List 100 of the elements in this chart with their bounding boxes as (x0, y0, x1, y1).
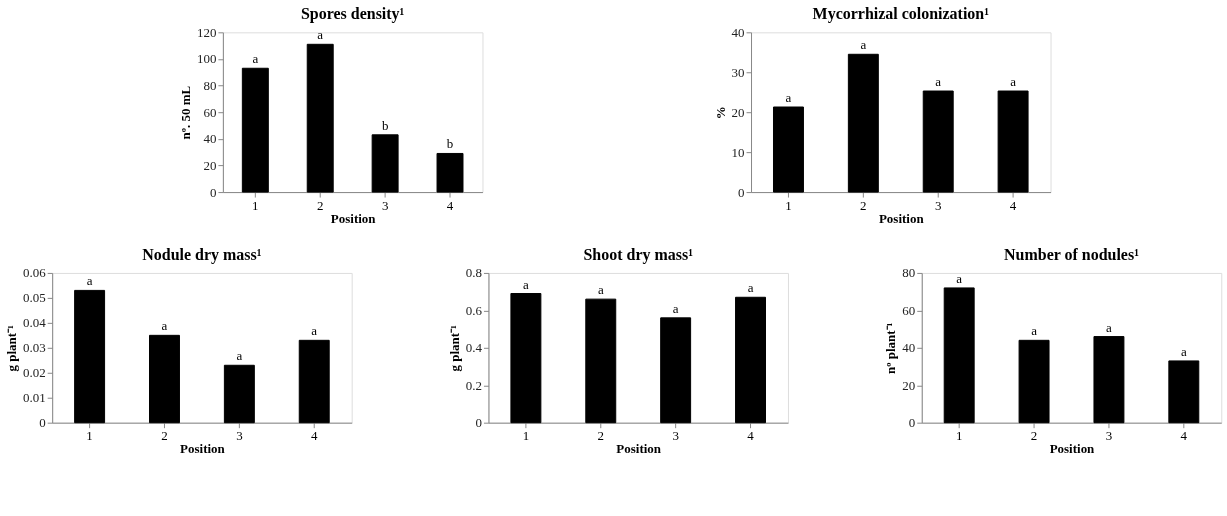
annotation: a (1180, 343, 1187, 359)
annotation: a (597, 282, 604, 298)
bar (585, 298, 617, 424)
bar (298, 339, 330, 424)
y-axis-title: g plant⁻¹ (3, 324, 19, 372)
y-tick-label: 20 (731, 104, 745, 120)
bar (510, 293, 542, 424)
bar (436, 152, 464, 193)
x-axis-title: Position (180, 441, 226, 457)
y-tick-label: 20 (203, 157, 217, 173)
y-tick-label: 0.6 (465, 302, 483, 318)
annotation: a (1106, 319, 1113, 335)
x-tick-label: 1 (522, 428, 530, 444)
x-tick-label: 4 (446, 197, 454, 213)
y-tick-label: 0.03 (22, 340, 46, 356)
y-tick-label: 100 (196, 51, 217, 67)
annotation: b (446, 136, 454, 152)
x-axis-title: Position (878, 210, 925, 226)
y-tick-label: 0 (475, 415, 482, 431)
x-tick-label: 1 (785, 197, 792, 213)
y-tick-label: 0 (738, 184, 745, 200)
x-tick-label: 4 (747, 428, 755, 444)
x-tick-label: 3 (236, 428, 243, 444)
bar (772, 106, 804, 193)
x-tick-label: 4 (1009, 197, 1017, 213)
bar (847, 53, 879, 193)
bar (922, 90, 954, 193)
chart-title: Mycorrhizal colonization¹ (812, 5, 990, 24)
chart-title: Shoot dry mass¹ (583, 245, 694, 264)
y-axis-title: g plant⁻¹ (446, 324, 462, 372)
bar (74, 289, 106, 424)
x-tick-label: 1 (86, 428, 93, 444)
bar (1168, 360, 1200, 424)
y-tick-label: 40 (731, 24, 745, 40)
annotation: a (161, 318, 168, 334)
x-tick-label: 2 (316, 197, 324, 213)
x-tick-label: 3 (672, 428, 679, 444)
bar (660, 317, 692, 424)
y-tick-label: 0.04 (22, 315, 47, 331)
annotation: a (252, 51, 259, 67)
y-tick-label: 20 (902, 377, 916, 393)
y-tick-label: 0.2 (465, 377, 482, 393)
bar (241, 67, 269, 193)
y-tick-label: 80 (902, 265, 916, 281)
chart-title: Number of nodules¹ (1004, 245, 1140, 263)
annotation: a (236, 348, 243, 364)
bar (943, 287, 975, 424)
bar (997, 90, 1029, 193)
y-tick-label: 0.05 (22, 290, 46, 306)
x-tick-label: 1 (955, 428, 963, 444)
x-axis-title: Position (616, 441, 662, 457)
x-axis-title: Position (1049, 441, 1096, 457)
x-tick-label: 3 (934, 197, 942, 213)
bar (1093, 336, 1125, 424)
y-tick-label: 0 (209, 184, 217, 200)
y-tick-label: 80 (203, 78, 217, 94)
x-axis-title: Position (330, 210, 377, 226)
annotation: b (381, 117, 389, 133)
bar (149, 334, 180, 424)
bar (1018, 339, 1050, 424)
chart-title: Nodule dry mass¹ (142, 245, 262, 264)
y-tick-label: 40 (203, 131, 217, 147)
y-axis-title: nº. 50 mL (177, 85, 193, 140)
bar (371, 134, 399, 193)
y-tick-label: 0.06 (22, 265, 47, 281)
annotation: a (785, 90, 792, 106)
annotation: a (317, 27, 324, 43)
y-tick-label: 60 (203, 104, 217, 120)
x-tick-label: 3 (1105, 428, 1113, 444)
annotation: a (1010, 74, 1017, 90)
y-tick-label: 0.4 (465, 340, 483, 356)
y-tick-label: 0.8 (465, 265, 482, 281)
annotation: a (672, 300, 679, 316)
y-tick-label: 0.02 (22, 365, 46, 381)
x-tick-label: 1 (252, 197, 259, 213)
annotation: a (523, 276, 530, 292)
y-axis-title: nº plant⁻¹ (883, 322, 899, 375)
annotation: a (86, 273, 93, 289)
y-tick-label: 10 (731, 144, 745, 160)
y-tick-label: 0 (908, 415, 916, 431)
x-tick-label: 4 (311, 428, 318, 444)
x-tick-label: 4 (1180, 428, 1188, 444)
y-tick-label: 60 (902, 302, 916, 318)
annotation: a (956, 270, 963, 286)
y-tick-label: 40 (902, 340, 916, 356)
y-tick-label: 30 (731, 64, 745, 80)
annotation: a (311, 323, 318, 339)
x-tick-label: 2 (1030, 428, 1038, 444)
y-tick-label: 120 (196, 24, 217, 40)
annotation: a (860, 37, 867, 53)
annotation: a (1031, 323, 1038, 339)
x-tick-label: 3 (381, 197, 389, 213)
annotation: a (935, 74, 942, 90)
x-tick-label: 2 (597, 428, 605, 444)
x-tick-label: 2 (161, 428, 168, 444)
y-tick-label: 0 (39, 415, 46, 431)
y-axis-title: % (712, 106, 728, 120)
chart-title: Spores density¹ (300, 5, 405, 24)
bar (735, 296, 766, 424)
y-tick-label: 0.01 (22, 390, 46, 406)
